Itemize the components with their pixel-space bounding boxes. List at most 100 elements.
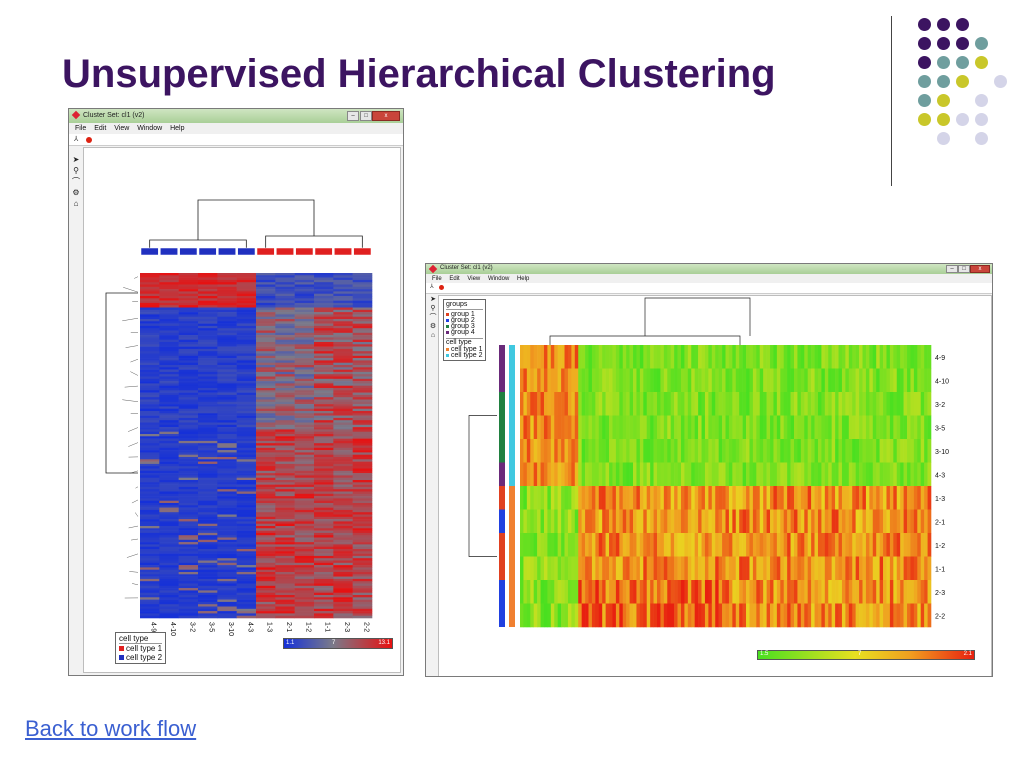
celltype-bar-cell — [198, 247, 217, 256]
home-tool-icon[interactable]: ⌂ — [430, 332, 436, 339]
back-to-work-flow-link[interactable]: Back to work flow — [25, 716, 197, 741]
heatmap-cell — [198, 440, 218, 444]
record-icon[interactable] — [439, 285, 444, 290]
heatmap-cell — [159, 461, 179, 465]
window-titlebar[interactable]: Cluster Set: cl1 (v2) – □ x — [426, 264, 992, 274]
heatmap-cell — [633, 462, 637, 487]
arrow-tool-icon[interactable]: ➤ — [430, 296, 436, 303]
heatmap-cell — [540, 392, 545, 416]
heatmap-cell — [831, 486, 836, 510]
window-titlebar[interactable]: Cluster Set: cl1 (v2) – □ x — [69, 109, 403, 123]
heatmap-cell — [852, 509, 856, 534]
heatmap-cell — [159, 576, 179, 580]
row-dendro-leaf — [134, 512, 139, 517]
heatmap-cell — [646, 415, 651, 440]
heatmap-cell — [314, 477, 334, 481]
menu-window[interactable]: Window — [487, 276, 510, 282]
maximize-button[interactable]: □ — [958, 265, 970, 273]
heatmap-cell — [352, 528, 373, 531]
heatmap-cell — [883, 533, 887, 557]
close-button[interactable]: x — [372, 111, 400, 121]
heatmap-cell — [561, 462, 565, 487]
heatmap-cell — [198, 537, 218, 541]
heatmap-cell — [217, 440, 237, 444]
heatmap-cell — [698, 556, 702, 581]
close-button[interactable]: x — [970, 265, 990, 273]
heatmap-cell — [578, 368, 582, 393]
cluster-tool-icon[interactable]: ⅄ — [430, 284, 434, 290]
heatmap-2[interactable]: 4-94-103-23-53-104-31-32-11-21-12-32-2 — [439, 296, 991, 676]
heatmap-cell — [520, 486, 524, 510]
zoom-tool-icon[interactable]: ⚲ — [73, 166, 79, 175]
minimize-button[interactable]: – — [946, 265, 958, 273]
home-tool-icon[interactable]: ⌂ — [73, 199, 79, 208]
heatmap-cell — [140, 293, 160, 297]
heatmap-cell — [159, 394, 179, 398]
heatmap-cell — [602, 345, 606, 369]
heatmap-cell — [828, 368, 832, 393]
menu-window[interactable]: Window — [137, 125, 163, 132]
heatmap-cell — [588, 415, 593, 440]
maximize-button[interactable]: □ — [360, 111, 372, 121]
heatmap-cell — [236, 411, 257, 414]
heatmap-cell — [742, 415, 747, 440]
menu-file[interactable]: File — [75, 125, 87, 132]
zoom-tool-icon[interactable]: ⚲ — [430, 305, 436, 312]
menu-help[interactable]: Help — [170, 125, 185, 132]
minimize-button[interactable]: – — [347, 111, 359, 121]
lasso-tool-icon[interactable]: ⌒ — [429, 314, 437, 321]
heatmap-cell — [333, 585, 353, 589]
menu-file[interactable]: File — [432, 276, 442, 282]
heatmap-cell — [554, 486, 558, 510]
dendro-branch — [149, 239, 247, 248]
menu-edit[interactable]: Edit — [449, 276, 460, 282]
heatmap-1[interactable]: 4-9 4-10 3-2 3-5 3-10 4-3 1-3 2-1 1-2 1-1 2-3 2-2 — [84, 148, 400, 672]
heatmap-cell — [352, 535, 373, 538]
heatmap-cell — [159, 381, 179, 384]
menu-view[interactable]: View — [467, 276, 481, 282]
heatmap-cell — [657, 439, 661, 463]
heatmap-cell — [178, 530, 199, 534]
celltype-bar-cell — [509, 462, 515, 486]
heatmap-cell — [722, 392, 726, 416]
scale-mid: 7 — [858, 651, 862, 657]
record-icon[interactable] — [86, 137, 92, 143]
heatmap-cell — [198, 284, 218, 288]
heatmap-cell — [831, 415, 836, 440]
heatmap-cell — [889, 439, 894, 463]
heatmap-cell — [790, 415, 795, 440]
heatmap-cell — [746, 533, 750, 557]
heatmap-cell — [275, 438, 295, 442]
heatmap-cell — [333, 339, 353, 343]
cluster-tool-icon[interactable]: ⅄ — [74, 136, 79, 143]
legend-title: groups — [446, 301, 483, 310]
heatmap-cell — [828, 345, 832, 369]
menu-help[interactable]: Help — [516, 276, 530, 282]
column-dendrogram — [644, 297, 751, 336]
heatmap-cell — [862, 462, 867, 487]
heatmap-cell — [790, 345, 795, 369]
heatmap-cell — [633, 439, 637, 463]
legend-title: cell type — [119, 634, 163, 644]
heatmap-cell — [352, 461, 373, 465]
gear-tool-icon[interactable]: ⚙ — [72, 188, 80, 197]
heatmap-cell — [140, 383, 160, 386]
heatmap-cell — [178, 604, 199, 607]
heatmap-cell — [178, 459, 199, 462]
arrow-tool-icon[interactable]: ➤ — [72, 155, 80, 164]
gear-tool-icon[interactable]: ⚙ — [429, 323, 437, 330]
heatmap-cell — [814, 509, 819, 534]
heatmap-cell — [198, 277, 218, 281]
heatmap-cell — [198, 496, 218, 499]
heatmap-cell — [217, 496, 237, 499]
heatmap-cell — [140, 473, 160, 476]
heatmap-cell — [256, 576, 276, 580]
lasso-tool-icon[interactable]: ⌒ — [72, 177, 80, 186]
heatmap-cell — [178, 289, 199, 292]
menu-view[interactable]: View — [114, 125, 130, 132]
menu-edit[interactable]: Edit — [94, 125, 107, 132]
heatmap-cell — [684, 345, 689, 369]
heatmap-cell — [639, 486, 644, 510]
heatmap-cell — [564, 556, 569, 581]
heatmap-cell — [198, 339, 218, 343]
